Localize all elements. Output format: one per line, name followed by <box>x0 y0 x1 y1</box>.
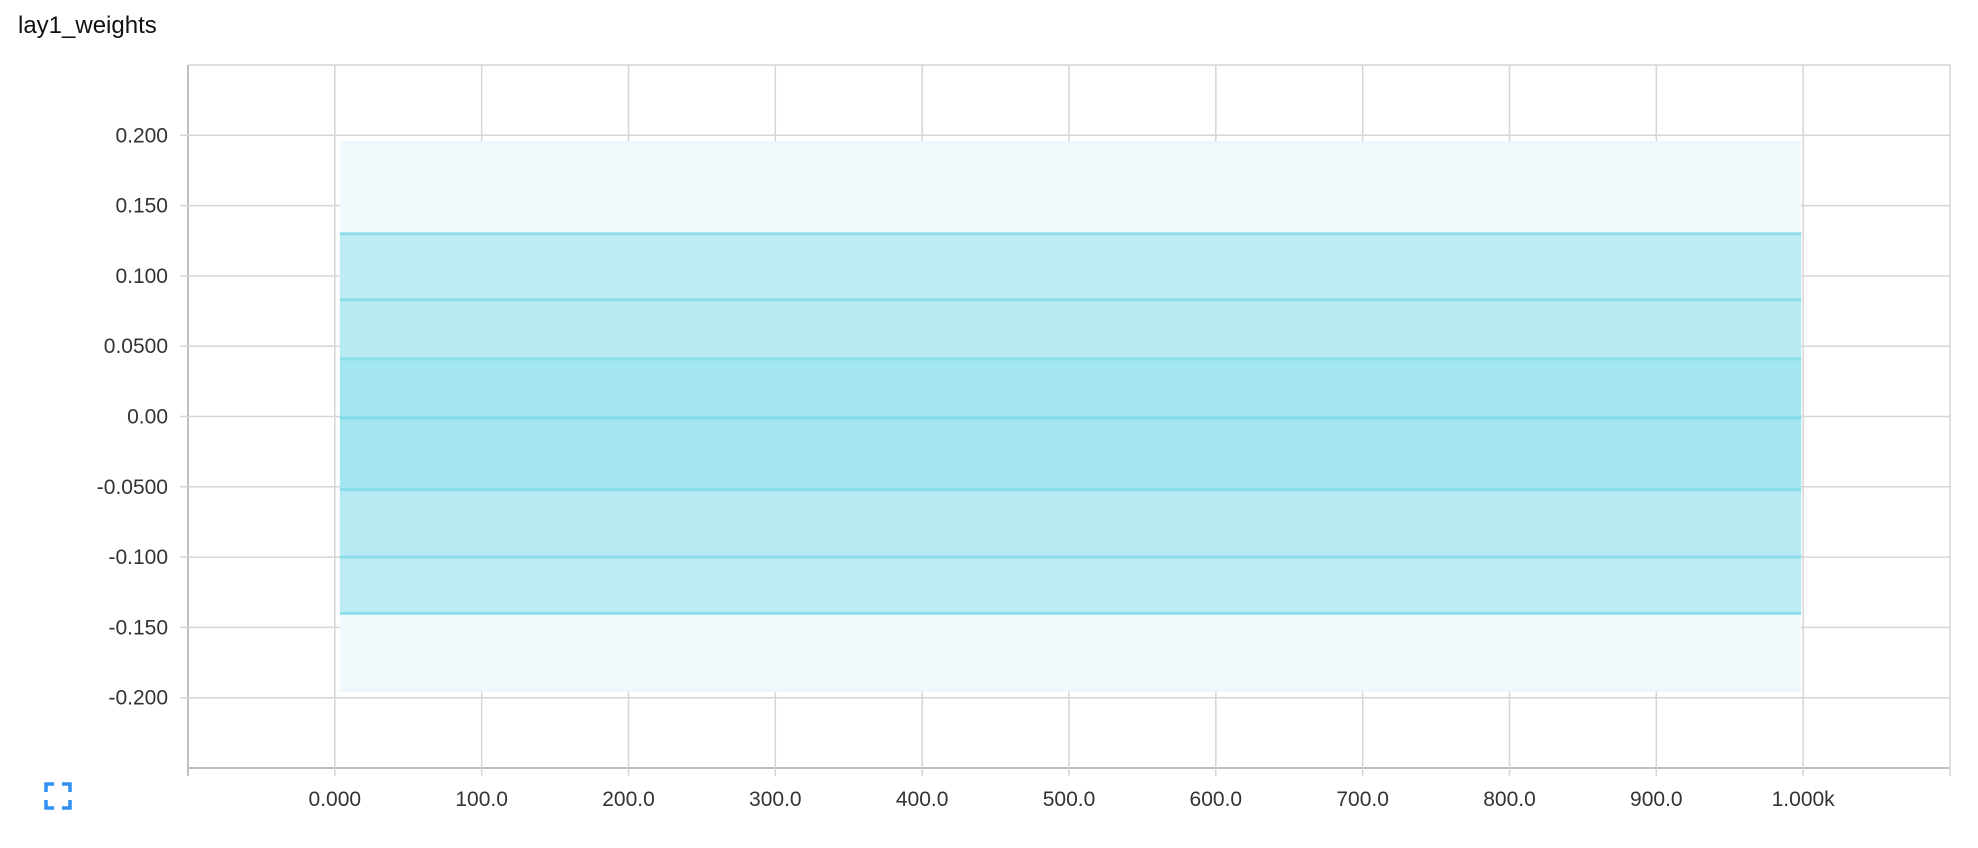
x-tick-label: 800.0 <box>1483 788 1536 811</box>
x-tick-label: 900.0 <box>1630 788 1683 811</box>
y-tick-label: -0.0500 <box>97 476 168 499</box>
y-tick-label: -0.150 <box>108 616 168 639</box>
y-tick-label: 0.00 <box>127 406 168 429</box>
y-tick-label: -0.100 <box>108 546 168 569</box>
x-tick-label: 400.0 <box>896 788 949 811</box>
y-tick-label: 0.100 <box>115 265 168 288</box>
y-tick-label: 0.150 <box>115 195 168 218</box>
chart-title: lay1_weights <box>18 12 157 39</box>
x-tick-label: 500.0 <box>1043 788 1096 811</box>
x-tick-label: 1.000k <box>1772 788 1836 811</box>
x-tick-label: 700.0 <box>1336 788 1389 811</box>
x-tick-label: 300.0 <box>749 788 802 811</box>
x-tick-label: 200.0 <box>602 788 655 811</box>
x-tick-label: 100.0 <box>455 788 508 811</box>
band-p31-p69 <box>339 358 1802 490</box>
y-tick-label: -0.200 <box>108 687 168 710</box>
x-tick-label: 600.0 <box>1190 788 1243 811</box>
y-tick-label: 0.200 <box>115 124 168 147</box>
x-tick-label: 0.000 <box>309 788 362 811</box>
fullscreen-icon[interactable] <box>44 782 72 810</box>
y-tick-label: 0.0500 <box>104 335 168 358</box>
